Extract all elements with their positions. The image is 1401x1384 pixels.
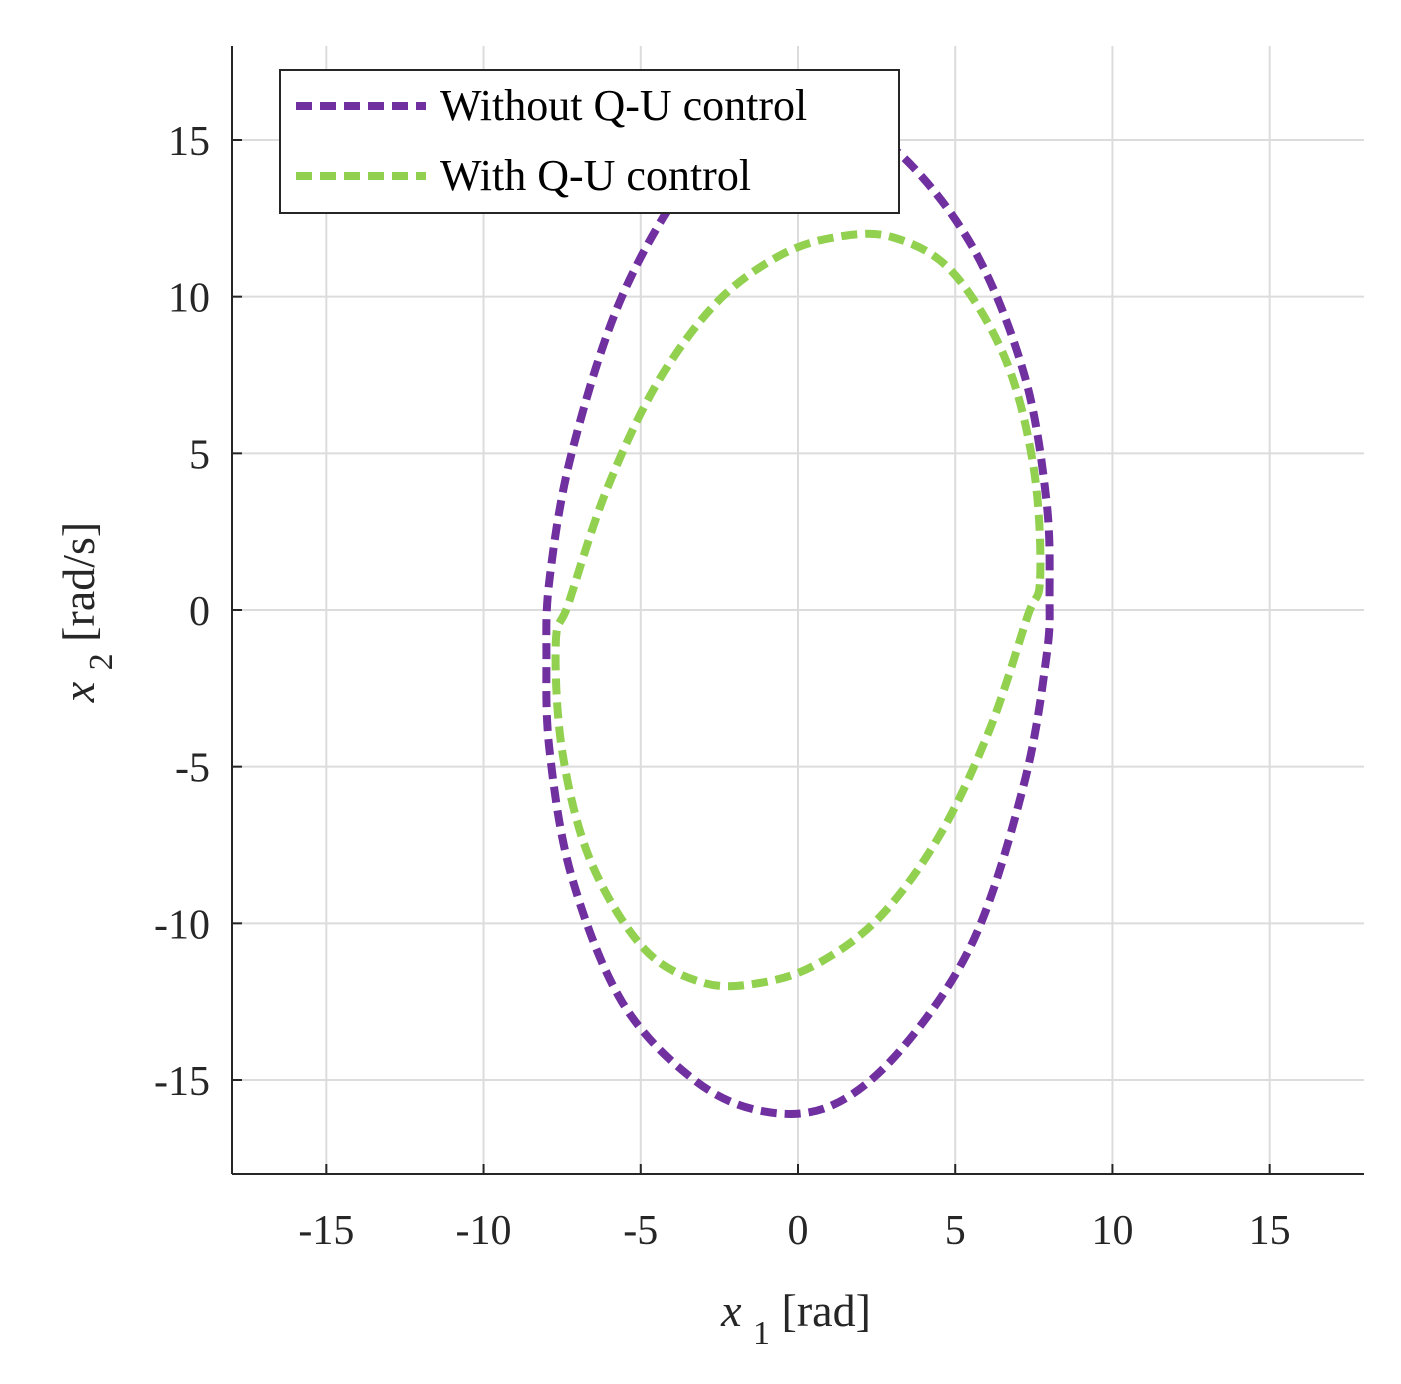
series-line-0	[542, 100, 1054, 1118]
legend-label-series-0: Without Q-U control	[440, 81, 807, 130]
x-axis-label-unit: [rad]	[782, 1285, 871, 1336]
tick-labels: -15 -10 -5 0 5 10 15 15 10 5 0 -5 -10 -15	[154, 119, 1291, 1254]
y-tick-label: 10	[168, 276, 210, 322]
x-axis-label-var: x	[720, 1285, 742, 1336]
y-axis-label-var: x	[53, 681, 104, 703]
y-tick-label: -15	[154, 1059, 210, 1105]
series-line-1	[551, 229, 1045, 991]
y-tick-label: 5	[189, 432, 210, 478]
y-tick-label: -10	[154, 902, 210, 948]
y-axis-label-unit: [rad/s]	[53, 522, 104, 642]
x-tick-label: 10	[1091, 1208, 1133, 1254]
y-tick-label: 15	[168, 119, 210, 165]
grid-lines	[232, 46, 1364, 1174]
y-tick-label: -5	[175, 746, 210, 792]
legend-label-series-1: With Q-U control	[440, 151, 751, 200]
x-tick-label: 5	[945, 1208, 966, 1254]
y-axis-label-sub: 2	[83, 653, 120, 670]
x-tick-label: -15	[298, 1208, 354, 1254]
x-tick-label: 15	[1249, 1208, 1291, 1254]
x-axis-label-sub: 1	[753, 1315, 770, 1352]
x-tick-label: 0	[788, 1208, 809, 1254]
legend: Without Q-U control With Q-U control	[279, 69, 900, 214]
x-tick-label: -10	[456, 1208, 512, 1254]
y-axis-label: x 2 [rad/s]	[53, 522, 122, 703]
series-layer	[542, 100, 1054, 1118]
x-axis-label: x 1 [rad]	[720, 1285, 871, 1354]
legend-box	[279, 69, 900, 214]
y-tick-label: 0	[189, 589, 210, 635]
x-tick-label: -5	[623, 1208, 658, 1254]
